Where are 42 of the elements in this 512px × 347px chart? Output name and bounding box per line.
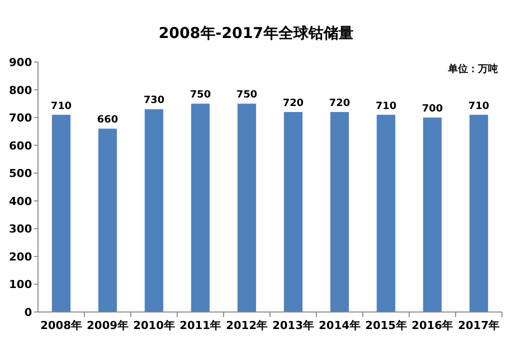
x-tick-label: 2015年 [365, 319, 407, 332]
bar [284, 112, 302, 312]
bar [470, 114, 488, 312]
chart-title: 2008年-2017年全球钴储量 [158, 24, 354, 42]
y-tick-label: 900 [9, 56, 32, 69]
x-tick-label: 2016年 [412, 319, 454, 332]
x-tick-label: 2013年 [272, 319, 314, 332]
data-label: 730 [144, 95, 164, 106]
bar [238, 104, 256, 312]
y-tick-label: 300 [9, 222, 32, 236]
y-tick-label: 500 [9, 167, 32, 180]
bar [330, 112, 349, 312]
y-tick-label: 800 [9, 84, 32, 97]
bar [52, 114, 70, 312]
data-label: 710 [376, 100, 396, 112]
bar [144, 109, 164, 312]
x-tick-label: 2017年 [458, 319, 500, 332]
y-tick-label: 700 [9, 112, 32, 125]
x-tick-label: 2014年 [318, 319, 360, 332]
y-tick-label: 0 [24, 306, 32, 319]
data-label: 700 [422, 104, 443, 115]
data-label: 750 [236, 90, 258, 101]
x-tick-label: 2010年 [133, 319, 175, 332]
data-label: 750 [190, 90, 211, 101]
data-label: 710 [468, 100, 490, 112]
x-tick-label: 2008年 [40, 319, 82, 332]
x-tick-label: 2011年 [180, 319, 222, 332]
y-tick-label: 100 [9, 278, 32, 292]
y-tick-label: 400 [9, 194, 32, 208]
y-tick-label: 600 [9, 139, 32, 152]
bar [376, 114, 396, 312]
y-tick-label: 200 [9, 250, 32, 264]
bar [98, 128, 117, 312]
bar [423, 118, 442, 312]
data-label: 710 [50, 100, 72, 112]
x-tick-label: 2009年 [86, 319, 128, 332]
data-label: 720 [329, 98, 350, 109]
data-label: 660 [97, 114, 118, 126]
x-tick-label: 2012年 [226, 319, 268, 332]
bar [191, 104, 210, 312]
annotation: 单位：万吨 [447, 63, 498, 75]
data-label: 720 [282, 98, 304, 109]
